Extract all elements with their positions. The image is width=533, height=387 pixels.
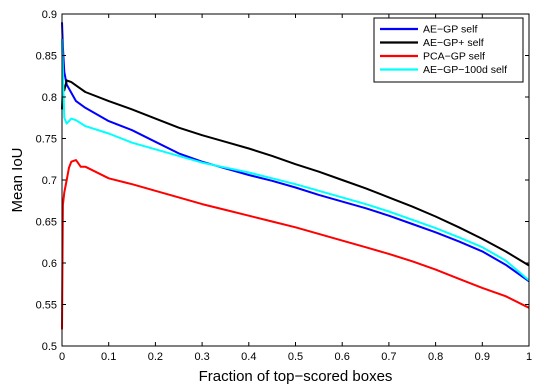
- y-tick-label: 0.7: [42, 175, 57, 187]
- plot-lines: [61, 22, 530, 330]
- series-line-2: [61, 79, 530, 267]
- y-tick-label: 0.6: [42, 258, 57, 270]
- y-tick-label: 0.85: [36, 51, 57, 63]
- y-tick-label: 0.65: [36, 217, 57, 229]
- x-tick-label: 0.2: [148, 351, 163, 363]
- legend-label-3: PCA−GP self: [423, 51, 485, 63]
- x-tick-label: 0.3: [194, 351, 209, 363]
- legend-label-2: AE−GP+ self: [423, 37, 484, 49]
- x-tick-label: 0.1: [101, 351, 116, 363]
- x-axis-title: Fraction of top−scored boxes: [199, 368, 393, 385]
- x-tick-label: 0.6: [335, 351, 350, 363]
- legend-label-4: AE−GP−100d self: [423, 64, 507, 76]
- x-tick-label: 0.5: [288, 351, 303, 363]
- x-tick-label: 0: [59, 351, 65, 363]
- x-tick-label: 0.4: [241, 351, 256, 363]
- y-tick-label: 0.5: [42, 341, 57, 353]
- x-tick-label: 0.8: [428, 351, 443, 363]
- series-line-3: [61, 159, 530, 330]
- x-tick-label: 1: [526, 351, 532, 363]
- axis-ticks: 0 0.1 0.2 0.3 0.4 0.5 0.6 0.7 0.8 0.9 1 0.5 0.55 0.6 0…: [36, 9, 532, 363]
- series-line-1: [61, 22, 530, 283]
- y-tick-label: 0.9: [42, 9, 57, 21]
- y-tick-label: 0.75: [36, 134, 57, 146]
- y-tick-label: 0.55: [36, 300, 57, 312]
- series-line-4: [61, 38, 530, 282]
- x-tick-label: 0.7: [381, 351, 396, 363]
- y-axis-title: Mean IoU: [9, 147, 26, 212]
- y-tick-label: 0.8: [42, 92, 57, 104]
- x-tick-label: 0.9: [475, 351, 490, 363]
- legend-label-1: AE−GP self: [423, 24, 477, 36]
